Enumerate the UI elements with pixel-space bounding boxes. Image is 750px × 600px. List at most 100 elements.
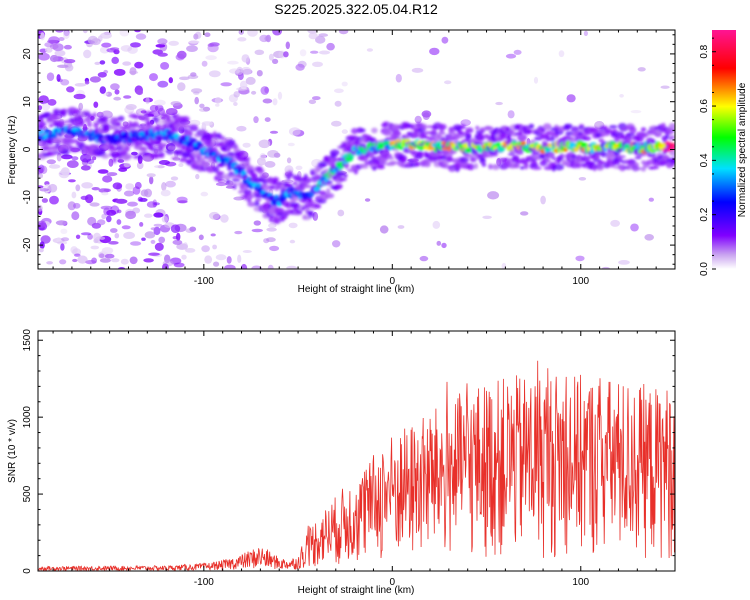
ridge-halo: [550, 135, 555, 142]
noise-blob: [56, 237, 61, 243]
noise-blob: [266, 227, 277, 232]
y-tick-label: 0: [22, 568, 33, 574]
ridge-halo: [226, 152, 237, 156]
noise-blob: [121, 225, 131, 230]
noise-blob: [215, 254, 227, 261]
ridge-halo: [464, 153, 472, 159]
noise-blob: [237, 37, 247, 42]
noise-blob: [233, 102, 238, 106]
noise-blob: [93, 101, 99, 108]
noise-blob: [262, 98, 273, 104]
ridge-halo: [301, 207, 306, 211]
noise-blob: [318, 50, 331, 55]
noise-blob: [60, 243, 65, 251]
noise-blob: [153, 223, 163, 227]
noise-blob: [123, 231, 135, 239]
ridge-halo: [546, 136, 551, 142]
ridge-halo: [609, 125, 618, 129]
noise-blob: [312, 96, 321, 101]
noise-blob: [460, 119, 471, 126]
ridge-halo: [293, 204, 301, 211]
ridge-halo: [507, 152, 516, 156]
noise-blob: [120, 258, 129, 265]
noise-blob: [98, 253, 105, 258]
ridge-halo: [295, 210, 303, 214]
ridge-halo: [614, 157, 623, 163]
noise-blob: [227, 60, 239, 65]
ridge-halo: [254, 198, 262, 202]
noise-blob: [245, 76, 256, 85]
ridge-halo: [132, 114, 142, 120]
noise-blob: [134, 30, 141, 33]
noise-blob: [195, 173, 200, 180]
snr-x-label: Height of straight line (km): [298, 585, 415, 596]
noise-blob: [97, 72, 107, 78]
noise-blob: [41, 102, 51, 111]
ridge-halo: [513, 162, 521, 169]
ridge-halo: [415, 161, 421, 167]
ridge-halo: [646, 151, 657, 158]
colorbar-tick-label: 0.8: [699, 44, 710, 58]
noise-blob: [56, 153, 62, 162]
ridge-halo: [499, 163, 509, 170]
noise-blob: [101, 191, 109, 196]
ridge-halo: [517, 134, 528, 142]
noise-blob: [125, 183, 135, 190]
ridge-halo: [213, 137, 219, 144]
ridge-halo: [151, 152, 162, 159]
noise-blob: [56, 74, 61, 82]
noise-blob: [210, 233, 216, 237]
ridge-halo: [304, 184, 313, 189]
ridge-halo: [43, 143, 49, 148]
ridge-halo: [595, 164, 605, 171]
noise-blob: [295, 165, 303, 170]
noise-blob: [240, 80, 248, 90]
noise-blob: [540, 195, 546, 205]
noise-blob: [106, 209, 117, 216]
ridge-halo: [254, 199, 260, 207]
ridge-halo: [575, 163, 583, 169]
noise-blob: [100, 32, 112, 39]
ridge-halo: [117, 115, 125, 122]
noise-blob: [108, 241, 119, 245]
noise-blob: [179, 76, 190, 81]
noise-blob: [233, 91, 240, 98]
noise-blob: [97, 219, 106, 226]
noise-blob: [40, 165, 48, 174]
noise-blob: [101, 247, 114, 255]
noise-blob: [379, 225, 389, 234]
noise-blob: [286, 157, 292, 164]
noise-blob: [224, 264, 236, 269]
noise-blob: [334, 88, 344, 94]
ridge-halo: [670, 159, 675, 164]
ridge-halo: [459, 156, 469, 163]
noise-blob: [150, 239, 156, 244]
ridge-halo: [481, 162, 487, 167]
noise-blob: [326, 42, 335, 51]
noise-blob: [143, 258, 154, 263]
noise-blob: [110, 258, 120, 263]
ridge-halo: [187, 130, 193, 137]
noise-blob: [84, 80, 90, 85]
noise-blob: [263, 238, 270, 244]
noise-blob: [154, 242, 164, 251]
ridge-halo: [61, 148, 70, 156]
ridge-halo: [112, 157, 117, 164]
ridge-halo: [179, 157, 188, 163]
noise-blob: [66, 86, 75, 93]
ridge-halo: [478, 134, 484, 141]
noise-blob: [660, 85, 670, 89]
ridge-halo: [244, 193, 254, 200]
ridge-halo: [531, 166, 542, 170]
noise-blob: [411, 67, 424, 73]
noise-blob: [153, 212, 164, 218]
noise-blob: [60, 154, 73, 160]
noise-blob: [157, 165, 165, 169]
ridge-halo: [598, 138, 605, 143]
ridge-halo: [570, 154, 577, 159]
ridge-halo: [213, 166, 220, 173]
ridge-halo: [74, 123, 81, 128]
ridge-halo: [400, 157, 407, 163]
